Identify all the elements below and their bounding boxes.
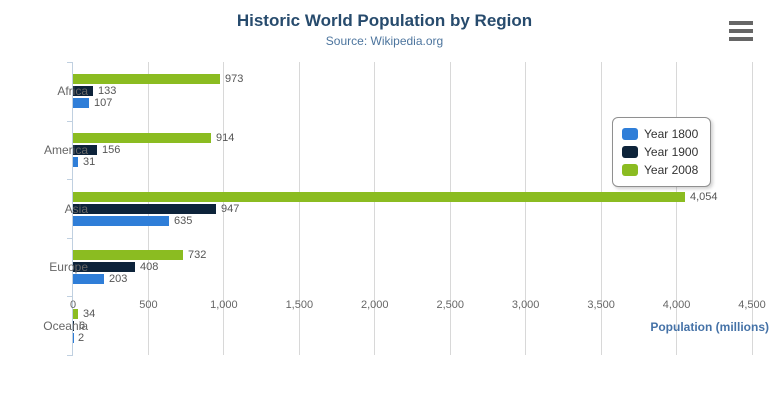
bar[interactable]	[73, 86, 94, 96]
legend-swatch-icon	[622, 146, 638, 158]
data-label: 133	[98, 85, 117, 97]
category-label: Asia	[64, 202, 88, 216]
category-axis-line	[72, 62, 73, 355]
gridline	[525, 62, 527, 355]
plot-area: 973 133 107 914 156 31 4,054 947 635 732 408 203 34 6…	[67, 62, 753, 356]
x-tick-label: 1,000	[210, 299, 238, 311]
chart-title: Historic World Population by Region	[236, 11, 533, 30]
legend: Year 1800 Year 1900 Year 2008	[612, 117, 712, 187]
data-label: 973	[225, 73, 244, 85]
x-tick-label: 2,000	[361, 299, 389, 311]
x-axis-title: Population (millions)	[650, 320, 769, 334]
legend-item[interactable]: Year 1900	[622, 143, 698, 161]
x-tick-label: 3,500	[587, 299, 615, 311]
data-label: 107	[94, 97, 113, 109]
legend-label: Year 1800	[644, 127, 699, 141]
gridline	[676, 62, 678, 355]
gridline	[374, 62, 376, 355]
category-label: Oceania	[43, 319, 88, 333]
legend-label: Year 2008	[644, 163, 699, 177]
gridline	[751, 62, 753, 355]
category-label: Africa	[57, 84, 88, 98]
hamburger-bar	[729, 21, 753, 25]
x-tick-label: 1,500	[285, 299, 314, 311]
data-label: 31	[83, 156, 96, 168]
data-label: 4,054	[690, 191, 718, 203]
hamburger-bar	[729, 37, 753, 41]
category-tick	[67, 296, 73, 297]
data-label: 408	[140, 261, 159, 273]
bar[interactable]	[73, 145, 97, 155]
data-label: 6	[79, 320, 86, 332]
data-label: 947	[221, 203, 240, 215]
legend-swatch-icon	[622, 128, 638, 140]
bar[interactable]	[73, 157, 78, 167]
category-tick	[67, 121, 73, 122]
bar[interactable]	[73, 192, 685, 202]
legend-swatch-icon	[622, 164, 638, 176]
data-label: 732	[188, 249, 207, 261]
data-label: 156	[102, 144, 121, 156]
category-label: America	[43, 143, 88, 157]
bar[interactable]	[73, 250, 184, 260]
bar[interactable]	[73, 98, 90, 108]
bar[interactable]	[73, 321, 74, 331]
gridline	[223, 62, 225, 355]
data-label: 2	[78, 332, 85, 344]
bar[interactable]	[73, 274, 104, 284]
x-tick-label: 0	[69, 299, 77, 311]
bar[interactable]	[73, 309, 79, 319]
x-tick-label: 500	[139, 299, 158, 311]
bar[interactable]	[73, 262, 135, 272]
category-label: Europe	[49, 260, 88, 274]
hamburger-bar	[729, 29, 753, 33]
x-tick-label: 4,000	[662, 299, 691, 311]
chart-subtitle: Source: Wikipedia.org	[325, 34, 444, 48]
data-label: 203	[109, 273, 128, 285]
gridline	[600, 62, 602, 355]
data-label: 635	[174, 215, 193, 227]
bar[interactable]	[73, 133, 211, 143]
legend-item[interactable]: Year 1800	[622, 125, 698, 143]
bar[interactable]	[73, 216, 169, 226]
category-tick	[67, 62, 73, 63]
category-tick	[67, 355, 73, 356]
category-tick	[67, 238, 73, 239]
hamburger-icon[interactable]	[729, 20, 755, 42]
category-tick	[67, 179, 73, 180]
x-tick-label: 2,500	[436, 299, 464, 311]
bar[interactable]	[73, 204, 216, 214]
x-tick-label: 3,000	[511, 299, 540, 311]
legend-item[interactable]: Year 2008	[622, 161, 698, 179]
data-label: 34	[83, 308, 96, 320]
x-tick-label: 4,500	[738, 299, 766, 311]
bar[interactable]	[73, 74, 220, 84]
data-label: 914	[216, 132, 235, 144]
legend-label: Year 1900	[644, 145, 699, 159]
gridline	[298, 62, 300, 355]
gridline	[449, 62, 451, 355]
